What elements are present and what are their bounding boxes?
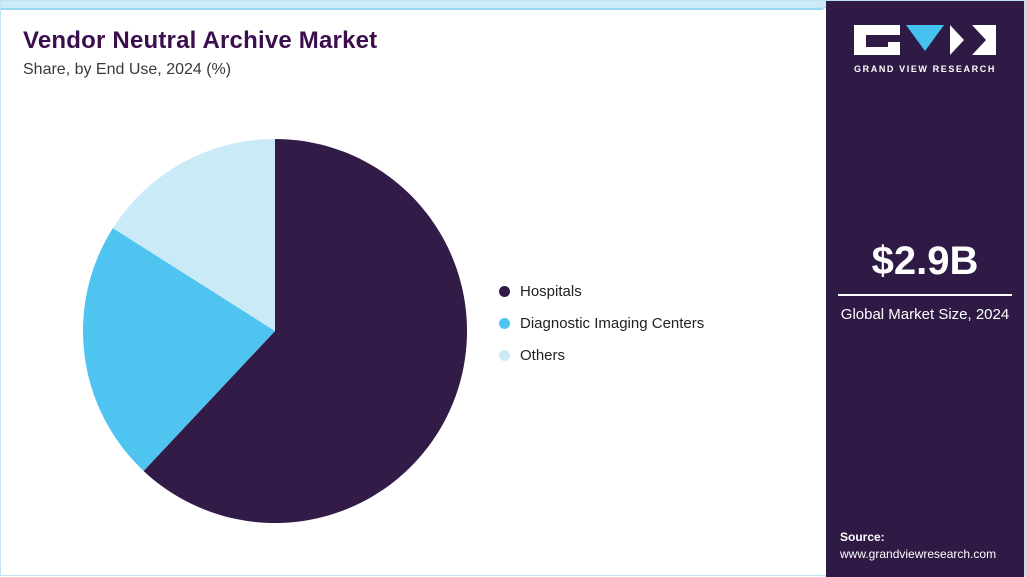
pie-slice-hospitals [143,139,468,523]
legend-item-others: Others [499,347,704,364]
page-title: Vendor Neutral Archive Market [23,27,378,54]
legend-label: Others [520,347,566,364]
legend-marker-others [499,350,510,361]
pie-chart [79,135,471,527]
market-size-block: $2.9B Global Market Size, 2024 [826,239,1024,325]
chart-area: Vendor Neutral Archive Market Share, by … [1,1,828,577]
source-label: Source: [840,530,885,544]
pie-chart-svg [83,139,468,523]
pie-slice-others [112,139,275,331]
top-accent-strip [1,1,828,10]
market-size-value: $2.9B [838,239,1012,296]
legend-item-hospitals: Hospitals [499,283,704,300]
market-size-label: Global Market Size, 2024 [840,306,1010,323]
legend-label: Diagnostic Imaging Centers [520,315,705,332]
chart-titles: Vendor Neutral Archive Market Share, by … [23,27,377,79]
source-block: Source: www.grandviewresearch.com [826,530,1024,577]
brand-sidebar: GRAND VIEW RESEARCH $2.9B Global Market … [826,1,1024,577]
legend-label: Hospitals [520,283,582,300]
source-url-link[interactable]: www.grandviewresearch.com [840,547,997,561]
legend-marker-hospitals [499,286,510,297]
grand-view-research-logo: GRAND VIEW RESEARCH [852,23,998,74]
gvr-logo-icon [854,25,996,55]
chart-legend: Hospitals Diagnostic Imaging Centers Oth… [499,283,704,364]
page-subtitle: Share, by End Use, 2024 (%) [23,61,232,78]
pie-slice-diagnostic-imaging-centers [83,228,275,471]
brand-name: GRAND VIEW RESEARCH [854,64,996,74]
legend-item-diagnostic-imaging-centers: Diagnostic Imaging Centers [499,315,704,332]
legend-marker-diagnostic-imaging-centers [499,318,510,329]
